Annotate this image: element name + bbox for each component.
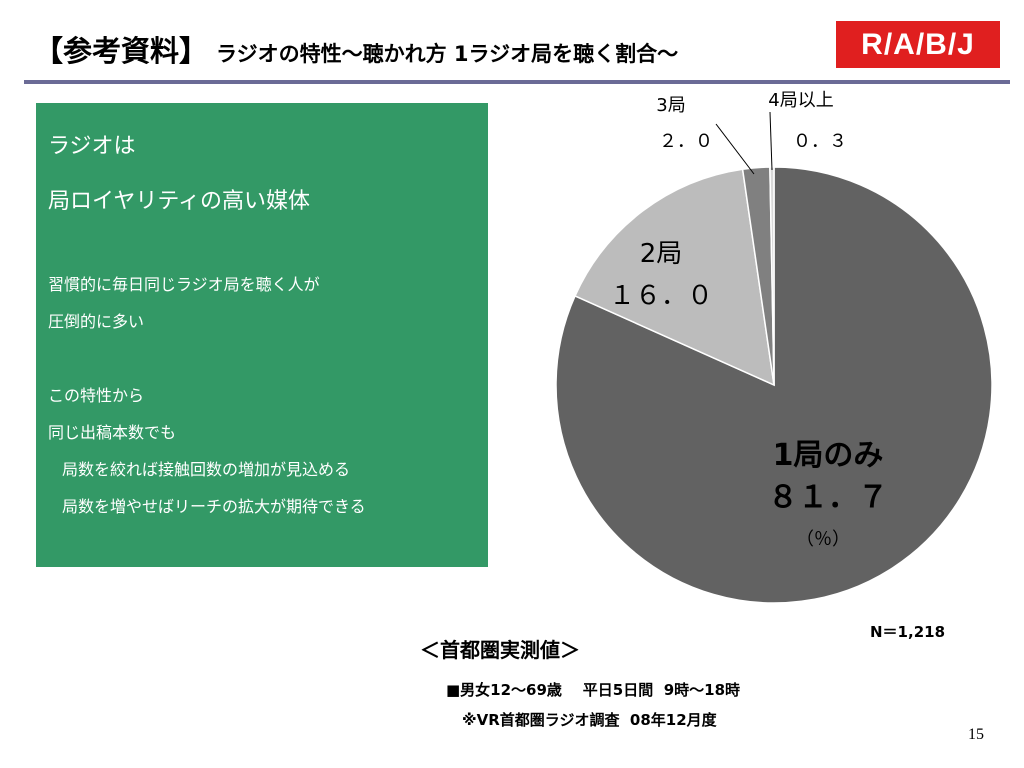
slice-value-1kyoku: ８１．７ [768, 480, 888, 515]
slide-title: 【参考資料】 ラジオの特性～聴かれ方 1ラジオ局を聴く割合～ [34, 28, 678, 76]
slice-label-3kyoku: 3局 [656, 95, 686, 116]
footnote-source: ※VR首都圏ラジオ調査 08年12月度 [462, 711, 717, 729]
title-bracket: 【参考資料】 [34, 34, 209, 68]
pie-slices [555, 166, 993, 604]
summary-text-3: この特性から [48, 386, 145, 405]
footnote-target: ■男女12～69歳 平日5日間 9時～18時 [446, 681, 741, 699]
slice-value-3kyoku: ２．０ [659, 131, 713, 152]
summary-box: ラジオは 局ロイヤリティの高い媒体 習慣的に毎日同じラジオ局を聴く人が 圧倒的に… [36, 103, 488, 567]
summary-heading-1: ラジオは [48, 134, 136, 159]
leader-line-4kyoku [769, 111, 773, 171]
region-label: ＜首都圏実測値＞ [420, 638, 580, 662]
slice-label-4kyoku: 4局以上 [768, 90, 834, 111]
summary-text-5: 局数を絞れば接触回数の増加が見込める [62, 460, 351, 479]
title-divider [24, 80, 1010, 84]
slice-value-2kyoku: １６．０ [608, 281, 713, 311]
page-number: 15 [968, 726, 984, 743]
summary-text-1: 習慣的に毎日同じラジオ局を聴く人が [48, 275, 320, 294]
slice-value-4kyoku: ０．３ [793, 131, 847, 152]
summary-text-4: 同じ出稿本数でも [48, 423, 177, 442]
pie-slice-2 [574, 168, 775, 387]
slice-label-1kyoku: 1局のみ [772, 438, 884, 473]
slice-label-2kyoku: 2局 [639, 239, 683, 269]
rabj-logo: R/A/B/J [836, 21, 1000, 68]
summary-heading-2: 局ロイヤリティの高い媒体 [48, 189, 311, 214]
summary-text-6: 局数を増やせばリーチの拡大が期待できる [62, 497, 366, 516]
sample-size: N＝1,218 [870, 623, 946, 641]
leader-line-3kyoku [715, 123, 755, 175]
summary-text-2: 圧倒的に多い [48, 312, 145, 331]
chart-unit: （％） [796, 529, 850, 550]
title-main: ラジオの特性～聴かれ方 1ラジオ局を聴く割合～ [216, 42, 679, 66]
